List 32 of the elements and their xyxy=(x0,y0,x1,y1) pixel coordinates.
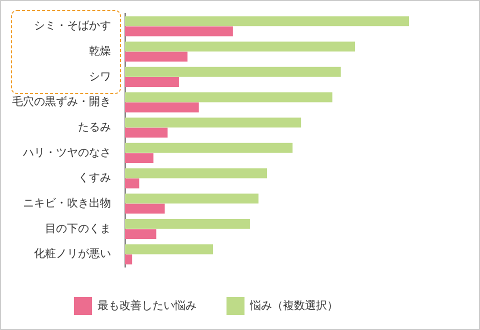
bar xyxy=(125,77,179,87)
bar xyxy=(125,218,250,229)
legend-label: 最も改善したい悩み xyxy=(98,298,196,312)
y-tick-label: くすみ xyxy=(78,171,111,184)
bar xyxy=(125,26,233,36)
bar xyxy=(125,128,168,138)
bar xyxy=(125,244,214,254)
y-tick-label: シミ・そばかす xyxy=(34,19,111,32)
bar xyxy=(125,178,140,188)
bar xyxy=(125,168,267,178)
bar xyxy=(125,194,258,204)
bar xyxy=(125,229,156,240)
bar xyxy=(125,66,341,77)
bar xyxy=(125,254,132,264)
bar xyxy=(125,142,293,153)
bar xyxy=(125,16,409,26)
bar xyxy=(125,102,199,112)
y-tick-label: 目の下のくま xyxy=(45,222,111,235)
bar xyxy=(125,92,332,102)
legend-label: 悩み（複数選択） xyxy=(249,298,338,312)
bar xyxy=(125,153,154,164)
y-tick-label: 化粧ノリが悪い xyxy=(34,247,111,260)
bar xyxy=(125,204,165,214)
y-tick-label: ハリ・ツヤのなさ xyxy=(22,146,111,159)
bar xyxy=(125,52,188,62)
y-tick-label: 毛穴の黒ずみ・開き xyxy=(12,95,111,108)
y-tick-label: たるみ xyxy=(78,120,111,134)
y-tick-label: 乾燥 xyxy=(89,44,111,58)
y-tick-label: ニキビ・吹き出物 xyxy=(23,196,111,210)
bar xyxy=(125,118,302,128)
y-tick-label: シワ xyxy=(89,70,111,83)
bar xyxy=(125,42,356,52)
